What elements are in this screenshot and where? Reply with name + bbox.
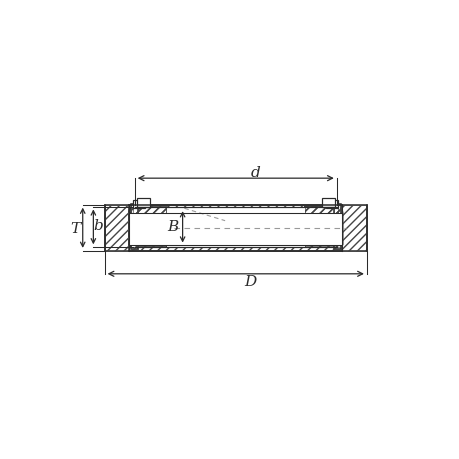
Text: D: D — [243, 274, 256, 288]
Polygon shape — [341, 205, 366, 251]
Text: B: B — [167, 219, 178, 234]
Polygon shape — [130, 207, 166, 248]
Polygon shape — [133, 201, 145, 209]
Polygon shape — [166, 207, 304, 248]
Polygon shape — [333, 205, 340, 250]
Polygon shape — [130, 205, 137, 250]
Polygon shape — [136, 199, 149, 208]
Polygon shape — [325, 201, 338, 209]
Polygon shape — [321, 199, 334, 208]
Polygon shape — [304, 207, 340, 248]
Polygon shape — [129, 205, 341, 213]
Polygon shape — [129, 246, 341, 251]
Polygon shape — [105, 205, 129, 251]
Polygon shape — [341, 208, 342, 247]
Polygon shape — [129, 213, 341, 246]
Text: T: T — [70, 221, 80, 235]
Text: b: b — [94, 218, 103, 232]
Text: d: d — [250, 165, 259, 179]
